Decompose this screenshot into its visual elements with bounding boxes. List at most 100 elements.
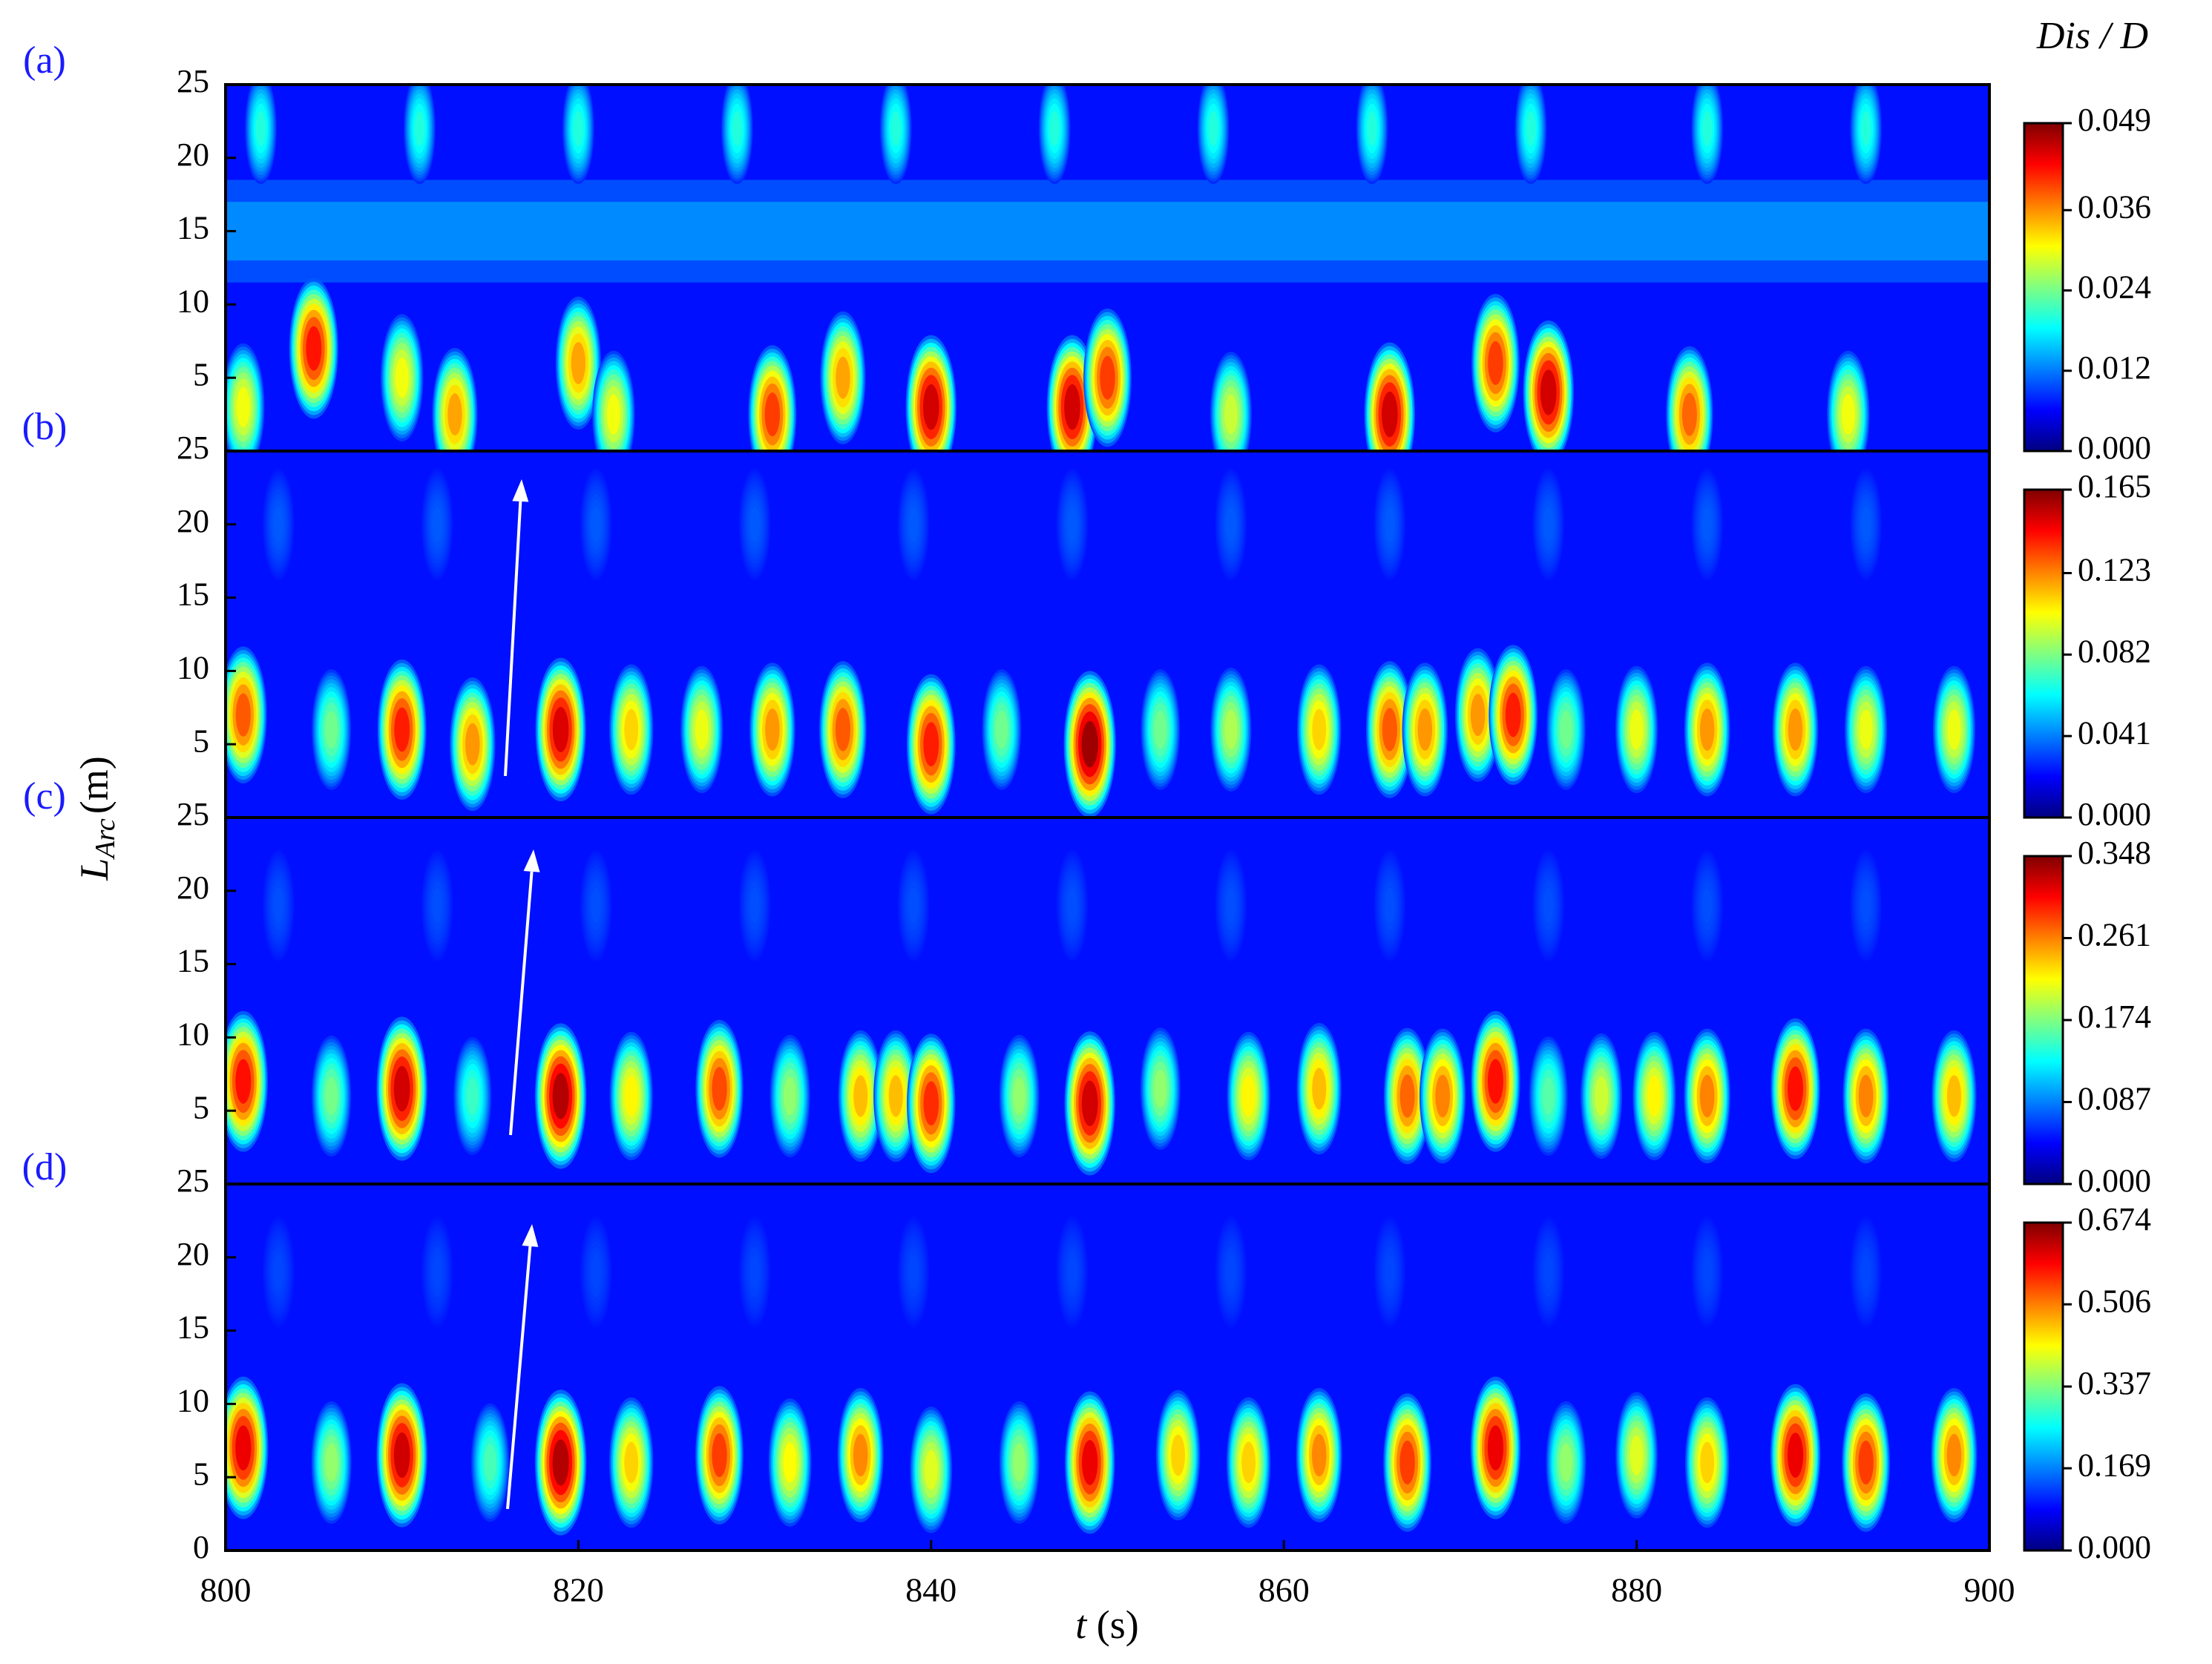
peak-contour	[1487, 1059, 1503, 1104]
peak-contour	[1860, 1254, 1871, 1290]
peak	[873, 1030, 919, 1163]
peak	[1215, 849, 1247, 961]
peak	[819, 661, 867, 798]
peak-contour	[552, 1439, 569, 1486]
peak-contour	[1858, 1074, 1874, 1118]
peak-contour	[888, 1075, 903, 1117]
peak	[748, 345, 797, 451]
y-label-unit: (m)	[72, 756, 116, 814]
peak-contour	[552, 1073, 569, 1119]
peak	[376, 1016, 427, 1161]
peak-contour	[890, 111, 902, 147]
peak	[1471, 294, 1520, 433]
peak-contour	[394, 707, 410, 752]
peak	[226, 1376, 269, 1519]
peak-contour	[1488, 341, 1503, 385]
peak-contour	[749, 887, 760, 924]
y-tick-label: 25	[177, 430, 209, 466]
arrow-head	[512, 479, 529, 502]
peak-contour	[1081, 720, 1098, 768]
peak-contour	[1385, 887, 1395, 924]
peak	[1532, 849, 1565, 961]
peak	[738, 1216, 771, 1328]
peak	[1038, 85, 1071, 185]
peak-contour	[1417, 708, 1433, 751]
peak-contour	[1385, 507, 1395, 542]
peak-contour	[1543, 887, 1554, 924]
panel	[226, 1184, 1989, 1550]
peak	[262, 468, 295, 580]
peak-contour	[325, 1076, 338, 1116]
peak	[1529, 1036, 1568, 1156]
peak	[609, 1031, 653, 1161]
peak	[1691, 85, 1724, 185]
peak	[1532, 1216, 1565, 1328]
y-label-subscript: Arc	[90, 818, 121, 861]
peak	[555, 296, 601, 430]
y-tick-label: 20	[177, 869, 209, 906]
panel-label: (b)	[22, 406, 68, 448]
peak-contour	[1681, 392, 1697, 436]
colorbar-tick-label: 0.674	[2078, 1201, 2151, 1237]
x-tick-label: 800	[200, 1571, 252, 1609]
peak	[1684, 1397, 1730, 1528]
panel-frame	[224, 1183, 1991, 1552]
peak-contour	[784, 1076, 797, 1116]
peak-contour	[1559, 1443, 1573, 1482]
peak-contour	[908, 1254, 919, 1290]
peak	[1141, 669, 1181, 790]
peak-contour	[836, 356, 850, 399]
colorbar-tick-label: 0.024	[2078, 269, 2151, 306]
y-tick-label: 5	[193, 1456, 209, 1492]
peak-contour	[624, 1441, 639, 1484]
peak-contour	[1560, 710, 1572, 749]
peak-contour	[1700, 1441, 1715, 1484]
peak	[1546, 1401, 1586, 1524]
peak	[738, 849, 771, 961]
peak-contour	[325, 1443, 338, 1482]
colorbar-tick-label: 0.012	[2078, 349, 2151, 386]
y-tick-label: 20	[177, 503, 209, 539]
peak-contour	[1081, 1080, 1098, 1127]
peak-contour	[1788, 1066, 1804, 1111]
peak-contour	[306, 326, 322, 371]
panel	[226, 85, 1989, 451]
colorbar-tick-label: 0.123	[2078, 552, 2151, 588]
peak	[380, 314, 424, 442]
peak-contour	[1154, 1069, 1167, 1108]
peak-contour	[1154, 710, 1167, 749]
peak-contour	[1630, 709, 1644, 750]
peak-contour	[923, 722, 939, 767]
peak-contour	[591, 507, 601, 542]
peak-contour	[1788, 708, 1803, 751]
peak-contour	[1049, 111, 1060, 147]
peak	[262, 849, 295, 961]
peak-contour	[923, 1081, 939, 1126]
y-tick-label: 5	[193, 356, 209, 392]
peak	[1850, 849, 1883, 961]
peak-contour	[1470, 694, 1486, 737]
peak	[1827, 350, 1870, 451]
peak-contour	[273, 887, 284, 924]
peak	[1383, 1393, 1431, 1532]
panel	[226, 818, 1989, 1184]
x-tick-label: 880	[1611, 1571, 1662, 1609]
peak	[1471, 1010, 1520, 1152]
colorbar-tick-label: 0.261	[2078, 917, 2151, 953]
peak-contour	[1701, 1254, 1713, 1290]
arrow-head	[523, 849, 540, 872]
peak-contour	[1013, 1076, 1026, 1116]
peak-contour	[235, 1425, 252, 1471]
peak-contour	[712, 1433, 727, 1478]
peak	[262, 1216, 295, 1328]
peak	[534, 1023, 587, 1169]
peak	[1454, 648, 1501, 782]
peak	[404, 85, 436, 185]
peak	[1046, 335, 1098, 451]
peak-contour	[393, 1065, 410, 1112]
peak	[1197, 85, 1230, 185]
peak	[1383, 1027, 1431, 1165]
x-axis-label: t (s)	[1075, 1602, 1139, 1647]
colorbar	[2023, 855, 2064, 1185]
peak	[1210, 352, 1252, 451]
